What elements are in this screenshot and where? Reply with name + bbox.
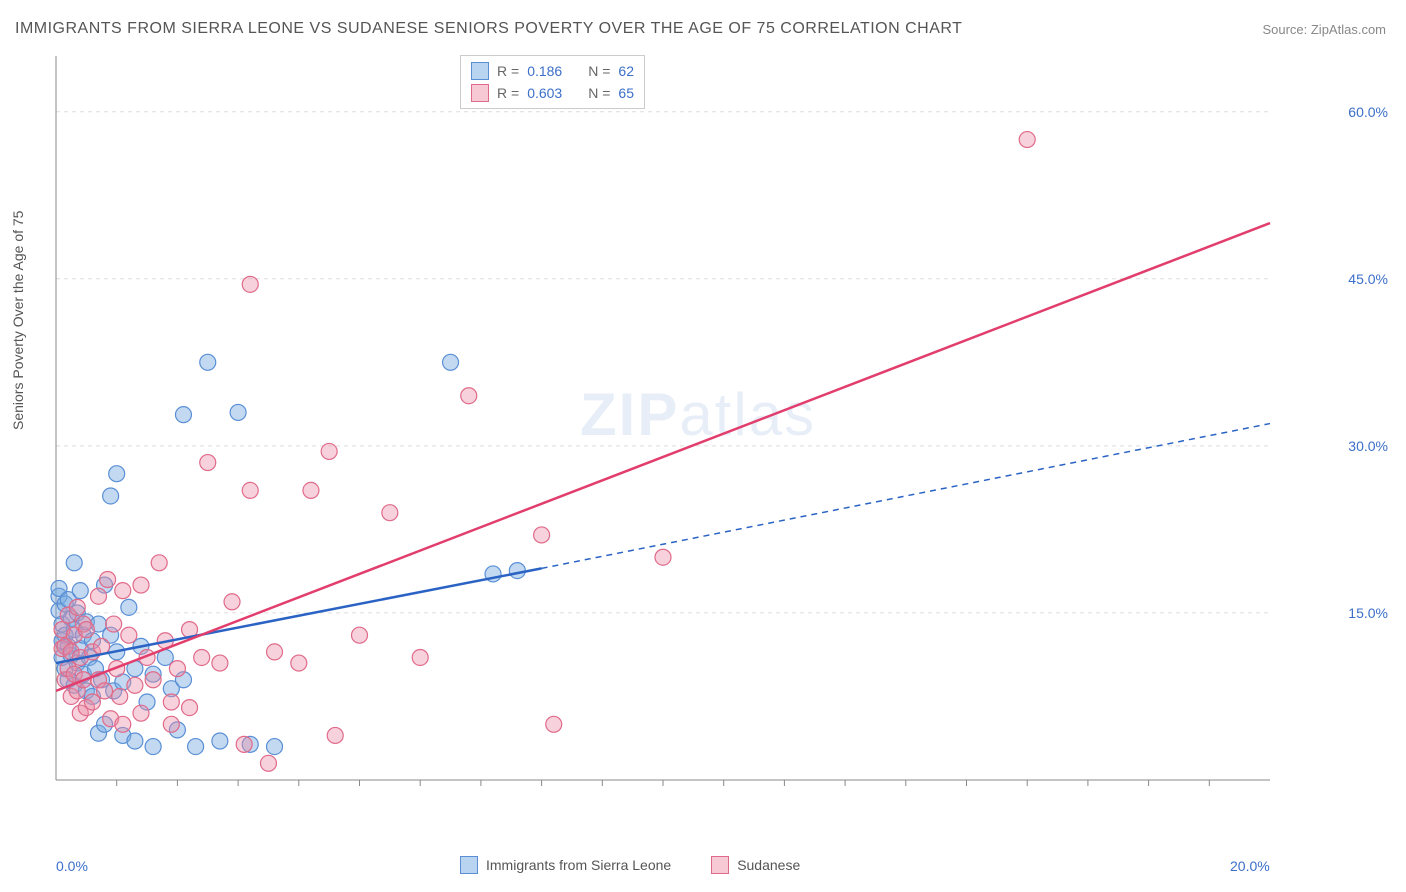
y-tick-label: 60.0%	[1348, 104, 1388, 120]
chart-title: IMMIGRANTS FROM SIERRA LEONE VS SUDANESE…	[15, 20, 962, 38]
x-tick-label: 0.0%	[56, 858, 88, 874]
x-tick-label: 20.0%	[1230, 858, 1270, 874]
y-tick-label: 15.0%	[1348, 605, 1388, 621]
legend-item-sudanese: Sudanese	[711, 856, 800, 874]
y-tick-label: 45.0%	[1348, 271, 1388, 287]
correlation-legend: R = 0.186 N = 62 R = 0.603 N = 65	[460, 55, 645, 109]
series-legend: Immigrants from Sierra Leone Sudanese	[460, 856, 800, 874]
legend-row-2: R = 0.603 N = 65	[471, 82, 634, 104]
legend-swatch-blue	[460, 856, 478, 874]
legend-row-1: R = 0.186 N = 62	[471, 60, 634, 82]
legend-swatch-pink	[711, 856, 729, 874]
scatter-chart	[50, 50, 1330, 810]
source-attribution: Source: ZipAtlas.com	[1262, 22, 1386, 37]
y-tick-label: 30.0%	[1348, 438, 1388, 454]
legend-swatch-pink	[471, 84, 489, 102]
y-axis-label: Seniors Poverty Over the Age of 75	[10, 211, 26, 430]
legend-item-sierra-leone: Immigrants from Sierra Leone	[460, 856, 671, 874]
legend-swatch-blue	[471, 62, 489, 80]
